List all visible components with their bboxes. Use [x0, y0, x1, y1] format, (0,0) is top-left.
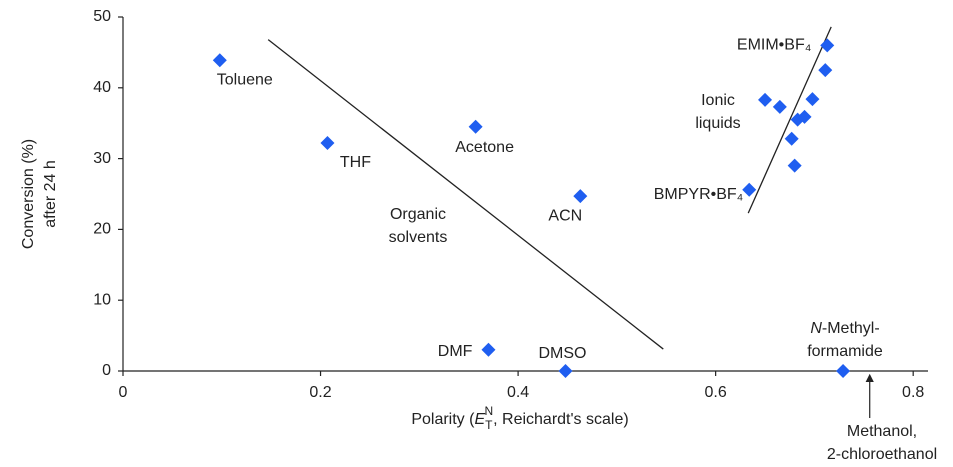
point — [558, 364, 573, 378]
point — [820, 38, 835, 53]
x-tick-label: 0.8 — [902, 384, 924, 401]
x-tick-label: 0.2 — [309, 384, 331, 401]
point-label: ACN — [548, 207, 582, 224]
x-axis-label: Polarity (ETN, Reichardt's scale) — [411, 404, 628, 432]
y-axis-label: after 24 h — [42, 160, 59, 228]
y-tick-label: 50 — [93, 8, 111, 25]
point — [784, 131, 799, 146]
annotation: 2-chloroethanol — [827, 446, 937, 463]
annotation: formamide — [807, 343, 883, 360]
x-tick-label: 0.6 — [705, 384, 727, 401]
y-tick-label: 0 — [102, 362, 111, 379]
y-tick-label: 40 — [93, 79, 111, 96]
point-label: Toluene — [217, 71, 273, 88]
x-tick-label: 0 — [119, 384, 128, 401]
annotation: solvents — [389, 229, 448, 246]
annotation: N-Methyl- — [810, 320, 879, 337]
y-tick-label: 20 — [93, 221, 111, 238]
point — [772, 99, 787, 114]
point — [818, 63, 833, 78]
point — [797, 109, 812, 124]
point — [481, 342, 496, 357]
annotation: Methanol, — [847, 423, 917, 440]
point — [758, 92, 773, 107]
trend-line — [747, 26, 832, 214]
point-label: DMSO — [539, 345, 587, 362]
point — [320, 136, 335, 151]
point-label: DMF — [438, 343, 473, 360]
annotation: Organic — [390, 206, 446, 223]
x-tick-label: 0.4 — [507, 384, 529, 401]
point-label: BMPYR•BF₄ — [654, 186, 743, 203]
point — [468, 119, 483, 134]
y-tick-label: 30 — [93, 150, 111, 167]
point — [787, 158, 802, 173]
point — [836, 364, 851, 378]
point-label: Acetone — [455, 139, 514, 156]
point — [573, 189, 588, 204]
trend-line — [267, 39, 664, 350]
point — [212, 53, 227, 68]
annotation: liquids — [695, 115, 740, 132]
y-tick-label: 10 — [93, 291, 111, 308]
annotation: Ionic — [701, 92, 735, 109]
point — [742, 182, 757, 197]
point-label: THF — [340, 154, 371, 171]
point-label: EMIM•BF₄ — [737, 37, 811, 54]
y-axis-label: Conversion (%) — [20, 139, 37, 249]
point — [805, 92, 820, 107]
